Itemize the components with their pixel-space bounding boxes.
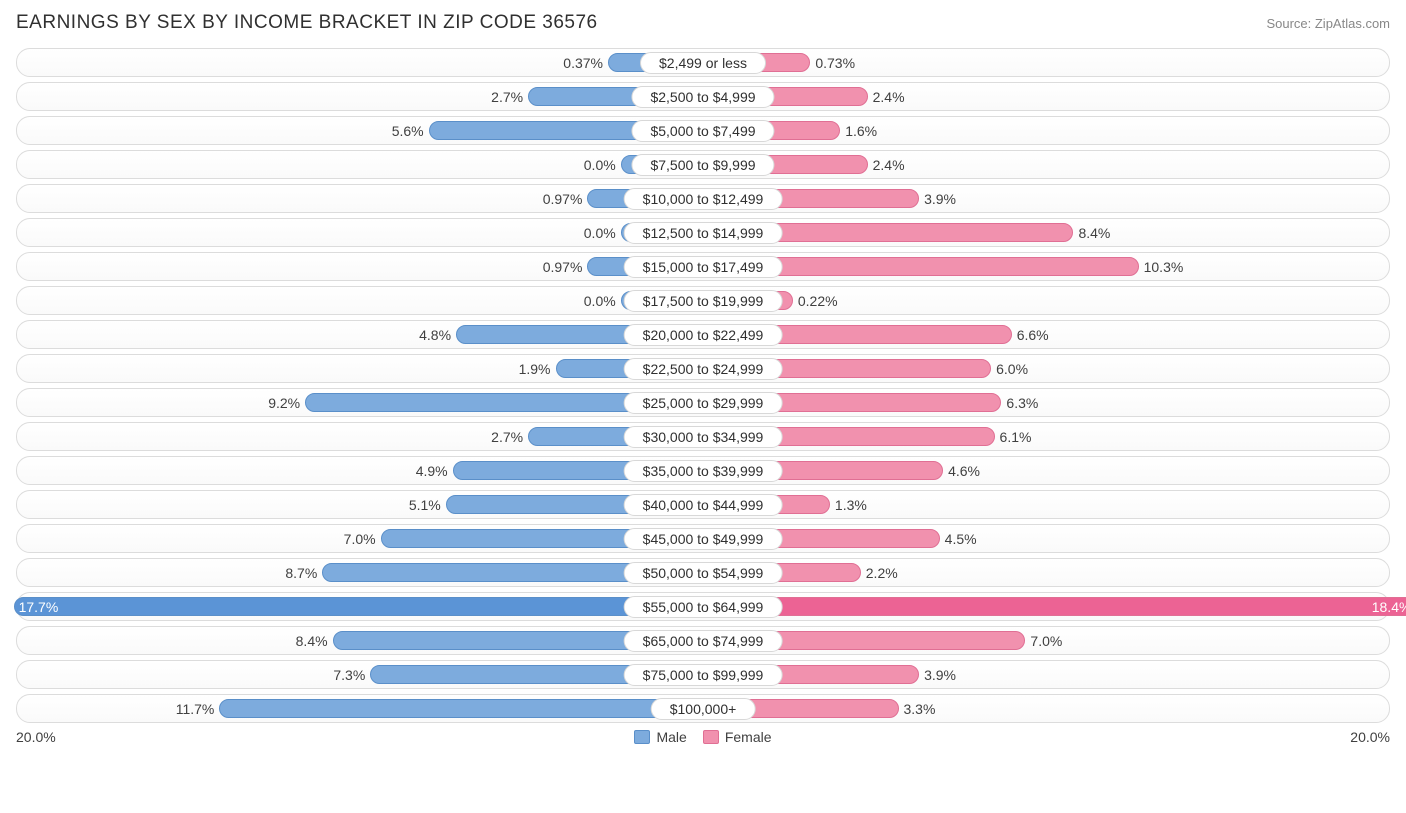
- female-value-label: 6.6%: [1011, 327, 1049, 343]
- category-pill: $35,000 to $39,999: [624, 460, 783, 482]
- bar-row: 0.0% 0.22% $17,500 to $19,999: [16, 286, 1390, 315]
- bar-row: 0.37% 0.73% $2,499 or less: [16, 48, 1390, 77]
- bar-row: 4.8% 6.6% $20,000 to $22,499: [16, 320, 1390, 349]
- male-value-label: 1.9%: [519, 361, 557, 377]
- legend-female: Female: [703, 729, 772, 745]
- male-value-label: 5.1%: [409, 497, 447, 513]
- category-pill: $25,000 to $29,999: [624, 392, 783, 414]
- male-value-label: 2.7%: [491, 429, 529, 445]
- male-value-label: 2.7%: [491, 89, 529, 105]
- male-value-label: 17.7%: [19, 599, 59, 615]
- category-pill: $7,500 to $9,999: [631, 154, 774, 176]
- bar-row: 0.0% 8.4% $12,500 to $14,999: [16, 218, 1390, 247]
- female-value-label: 1.3%: [829, 497, 867, 513]
- bar-row: 11.7% 3.3% $100,000+: [16, 694, 1390, 723]
- axis-max-left: 20.0%: [16, 729, 56, 745]
- category-pill: $55,000 to $64,999: [624, 596, 783, 618]
- bar-row: 2.7% 6.1% $30,000 to $34,999: [16, 422, 1390, 451]
- bar-row: 4.9% 4.6% $35,000 to $39,999: [16, 456, 1390, 485]
- bar-row: 1.9% 6.0% $22,500 to $24,999: [16, 354, 1390, 383]
- female-value-label: 8.4%: [1072, 225, 1110, 241]
- legend-male: Male: [634, 729, 686, 745]
- legend-female-swatch: [703, 730, 719, 744]
- female-value-label: 4.5%: [939, 531, 977, 547]
- female-value-label: 2.2%: [860, 565, 898, 581]
- bar-row: 0.97% 3.9% $10,000 to $12,499: [16, 184, 1390, 213]
- male-value-label: 7.3%: [333, 667, 371, 683]
- category-pill: $50,000 to $54,999: [624, 562, 783, 584]
- category-pill: $45,000 to $49,999: [624, 528, 783, 550]
- category-pill: $5,000 to $7,499: [631, 120, 774, 142]
- category-pill: $22,500 to $24,999: [624, 358, 783, 380]
- category-pill: $2,500 to $4,999: [631, 86, 774, 108]
- axis-max-right: 20.0%: [1350, 729, 1390, 745]
- female-value-label: 2.4%: [867, 89, 905, 105]
- bar-row: 0.0% 2.4% $7,500 to $9,999: [16, 150, 1390, 179]
- male-bar: 11.7%: [219, 699, 703, 718]
- male-value-label: 0.0%: [584, 225, 622, 241]
- female-value-label: 6.3%: [1000, 395, 1038, 411]
- female-value-label: 0.22%: [792, 293, 838, 309]
- female-value-label: 18.4%: [1372, 599, 1406, 615]
- category-pill: $12,500 to $14,999: [624, 222, 783, 244]
- category-pill: $30,000 to $34,999: [624, 426, 783, 448]
- female-value-label: 3.3%: [898, 701, 936, 717]
- legend-male-label: Male: [656, 729, 686, 745]
- female-value-label: 2.4%: [867, 157, 905, 173]
- male-value-label: 8.7%: [285, 565, 323, 581]
- female-value-label: 3.9%: [918, 667, 956, 683]
- female-value-label: 1.6%: [839, 123, 877, 139]
- bar-row: 8.7% 2.2% $50,000 to $54,999: [16, 558, 1390, 587]
- female-value-label: 6.0%: [990, 361, 1028, 377]
- male-value-label: 4.9%: [416, 463, 454, 479]
- category-pill: $10,000 to $12,499: [624, 188, 783, 210]
- bar-row: 9.2% 6.3% $25,000 to $29,999: [16, 388, 1390, 417]
- category-pill: $15,000 to $17,499: [624, 256, 783, 278]
- chart-title: EARNINGS BY SEX BY INCOME BRACKET IN ZIP…: [16, 12, 598, 34]
- bar-row: 17.7%18.4%$55,000 to $64,999: [16, 592, 1390, 621]
- chart-footer: 20.0% Male Female 20.0%: [16, 729, 1390, 745]
- legend: Male Female: [634, 729, 771, 745]
- male-value-label: 5.6%: [392, 123, 430, 139]
- category-pill: $2,499 or less: [640, 52, 766, 74]
- bar-row: 5.6% 1.6% $5,000 to $7,499: [16, 116, 1390, 145]
- bar-row: 5.1% 1.3% $40,000 to $44,999: [16, 490, 1390, 519]
- diverging-bar-chart: 0.37% 0.73% $2,499 or less 2.7% 2.4% $2,500 t…: [16, 48, 1390, 723]
- bar-row: 7.0% 4.5% $45,000 to $49,999: [16, 524, 1390, 553]
- category-pill: $40,000 to $44,999: [624, 494, 783, 516]
- male-value-label: 11.7%: [176, 701, 221, 717]
- female-value-label: 0.73%: [809, 55, 855, 71]
- female-bar: 18.4%: [703, 597, 1406, 616]
- legend-male-swatch: [634, 730, 650, 744]
- female-value-label: 7.0%: [1024, 633, 1062, 649]
- category-pill: $65,000 to $74,999: [624, 630, 783, 652]
- bar-row: 2.7% 2.4% $2,500 to $4,999: [16, 82, 1390, 111]
- legend-female-label: Female: [725, 729, 772, 745]
- bar-row: 7.3% 3.9% $75,000 to $99,999: [16, 660, 1390, 689]
- male-value-label: 8.4%: [296, 633, 334, 649]
- male-value-label: 0.97%: [543, 259, 589, 275]
- male-value-label: 7.0%: [344, 531, 382, 547]
- category-pill: $75,000 to $99,999: [624, 664, 783, 686]
- bar-row: 8.4% 7.0% $65,000 to $74,999: [16, 626, 1390, 655]
- male-value-label: 4.8%: [419, 327, 457, 343]
- category-pill: $20,000 to $22,499: [624, 324, 783, 346]
- male-value-label: 9.2%: [268, 395, 306, 411]
- category-pill: $100,000+: [651, 698, 756, 720]
- male-bar: 17.7%: [14, 597, 703, 616]
- female-value-label: 3.9%: [918, 191, 956, 207]
- category-pill: $17,500 to $19,999: [624, 290, 783, 312]
- male-value-label: 0.37%: [563, 55, 609, 71]
- bar-row: 0.97% 10.3% $15,000 to $17,499: [16, 252, 1390, 281]
- female-value-label: 4.6%: [942, 463, 980, 479]
- male-value-label: 0.0%: [584, 157, 622, 173]
- chart-header: EARNINGS BY SEX BY INCOME BRACKET IN ZIP…: [16, 12, 1390, 34]
- chart-source: Source: ZipAtlas.com: [1266, 16, 1390, 31]
- male-value-label: 0.97%: [543, 191, 589, 207]
- female-value-label: 6.1%: [994, 429, 1032, 445]
- female-value-label: 10.3%: [1138, 259, 1184, 275]
- male-value-label: 0.0%: [584, 293, 622, 309]
